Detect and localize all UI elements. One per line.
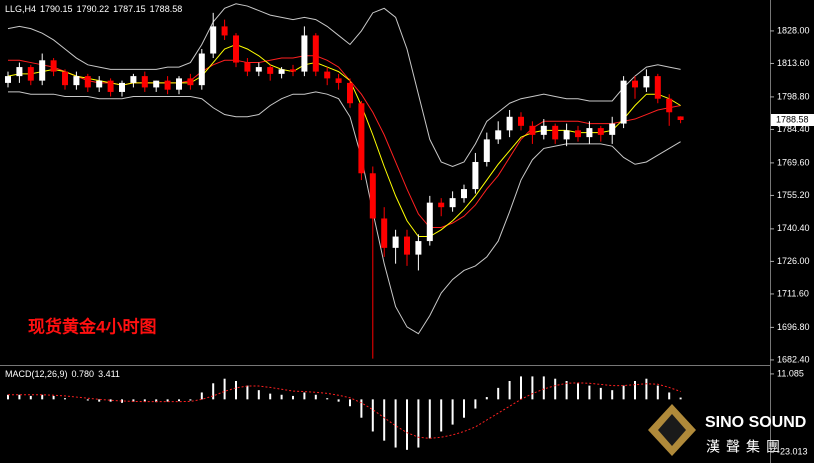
macd-readout: MACD(12,26,9) 0.780 3.411 bbox=[5, 369, 120, 379]
candle-body bbox=[495, 130, 502, 140]
y-tick-label: 11.085 bbox=[777, 368, 804, 378]
ohlc-value: 1788.58 bbox=[150, 4, 183, 14]
macd-title: MACD(12,26,9) bbox=[5, 369, 68, 379]
candle-body bbox=[312, 35, 319, 72]
candle-body bbox=[153, 80, 160, 88]
candle-body bbox=[552, 125, 559, 140]
candle-body bbox=[438, 202, 445, 208]
candle-body bbox=[620, 80, 627, 124]
candle-body bbox=[358, 103, 365, 174]
candle-body bbox=[575, 130, 581, 138]
chart-title: LLG,H4 1790.15 1790.22 1787.15 1788.58 bbox=[5, 4, 182, 14]
candle-body bbox=[221, 26, 228, 36]
candle-body bbox=[27, 67, 34, 81]
candle-body bbox=[347, 82, 353, 104]
indicator-line bbox=[8, 91, 681, 335]
candle-body bbox=[290, 69, 296, 72]
candle-body bbox=[369, 173, 376, 219]
macd-value: 0.780 bbox=[72, 369, 95, 379]
candle-body bbox=[563, 130, 570, 140]
candle-body bbox=[96, 80, 103, 88]
y-tick-label: 1696.80 bbox=[777, 322, 810, 332]
candle-body bbox=[5, 76, 11, 83]
candle-body bbox=[449, 198, 456, 208]
candle-body bbox=[164, 80, 171, 90]
macd-value: 3.411 bbox=[98, 369, 120, 379]
y-tick-label: 1828.00 bbox=[777, 25, 810, 35]
indicator-line bbox=[7, 3, 681, 168]
candle-body bbox=[518, 116, 524, 126]
candle-body bbox=[609, 123, 616, 135]
candle-body bbox=[255, 67, 262, 72]
candle-body bbox=[50, 60, 57, 72]
candle-body bbox=[210, 26, 217, 54]
ohlc-value: 1790.22 bbox=[77, 4, 110, 14]
y-tick-label: 1682.40 bbox=[777, 354, 810, 364]
y-tick-label: 1755.20 bbox=[777, 190, 810, 200]
candle-body bbox=[278, 69, 285, 74]
candle-body bbox=[643, 76, 650, 88]
candle-body bbox=[381, 218, 388, 248]
candle-body bbox=[73, 76, 80, 86]
y-tick-label: 1711.60 bbox=[777, 288, 809, 298]
candle-body bbox=[141, 76, 148, 88]
candle-body bbox=[586, 128, 593, 138]
candle-body bbox=[632, 80, 638, 88]
candle-body bbox=[472, 161, 479, 190]
candle-body bbox=[529, 125, 536, 135]
candle-body bbox=[677, 116, 684, 121]
y-tick-label: -23.013 bbox=[777, 447, 808, 457]
y-tick-label: 1813.60 bbox=[777, 58, 810, 68]
candle-body bbox=[198, 53, 205, 86]
ohlc-value: 1790.15 bbox=[40, 4, 73, 14]
symbol: LLG,H4 bbox=[5, 4, 36, 14]
annotation: 现货黄金4小时图 bbox=[28, 316, 156, 336]
candle-body bbox=[176, 78, 182, 90]
candle-body bbox=[301, 35, 308, 72]
candle-body bbox=[335, 78, 342, 83]
candle-body bbox=[107, 80, 114, 92]
y-tick-label: 1784.40 bbox=[777, 124, 810, 134]
current-price-box bbox=[771, 114, 814, 127]
candle-body bbox=[540, 125, 547, 135]
signal-line bbox=[8, 382, 681, 439]
candle-body bbox=[130, 76, 137, 83]
candle-body bbox=[404, 236, 410, 255]
candle-body bbox=[426, 202, 433, 242]
candle-body bbox=[415, 241, 422, 255]
candle-body bbox=[119, 82, 125, 92]
logo-tagline: 漢聲集團 bbox=[706, 439, 786, 455]
candle-body bbox=[392, 236, 399, 248]
y-tick-label: 1740.40 bbox=[777, 223, 810, 233]
y-tick-label: 1726.00 bbox=[777, 256, 810, 266]
candle-body bbox=[654, 76, 661, 99]
candle-body bbox=[62, 71, 68, 86]
candle-body bbox=[597, 128, 604, 135]
candle-body bbox=[233, 35, 239, 63]
candle-body bbox=[39, 60, 46, 81]
ohlc-value: 1787.15 bbox=[113, 4, 146, 14]
logo-name: SINO SOUND bbox=[705, 414, 806, 431]
logo: SINO SOUND 漢聲集團 bbox=[648, 404, 806, 456]
candle-body bbox=[461, 189, 467, 199]
current-price: 1788.58 bbox=[776, 114, 809, 124]
candle-body bbox=[506, 116, 513, 131]
candle-body bbox=[267, 67, 274, 74]
candle-body bbox=[16, 67, 23, 77]
candle-body bbox=[483, 139, 490, 162]
candle-body bbox=[187, 78, 194, 86]
logo-inner bbox=[658, 414, 686, 446]
candle-body bbox=[84, 76, 91, 88]
y-tick-label: 1769.60 bbox=[777, 157, 810, 167]
candle-body bbox=[244, 62, 251, 72]
y-tick-label: 1798.80 bbox=[777, 91, 810, 101]
candle-body bbox=[324, 71, 331, 79]
candle-body bbox=[666, 98, 673, 113]
